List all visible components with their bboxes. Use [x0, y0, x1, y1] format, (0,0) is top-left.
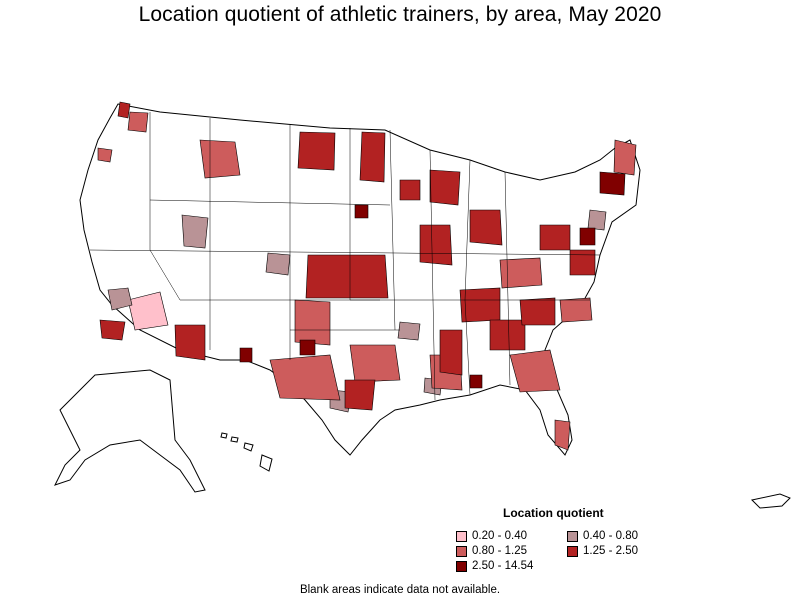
hawaii-outline	[220, 432, 273, 472]
legend-label-2: 0.80 - 1.25	[472, 545, 527, 557]
legend-title: Location quotient	[503, 506, 604, 520]
state-boundaries	[89, 112, 601, 401]
legend-item-0: 0.20 - 0.40	[456, 530, 527, 542]
legend-swatch-1	[567, 530, 578, 542]
legend-item-2: 0.80 - 1.25	[456, 545, 527, 557]
legend-label-1: 0.40 - 0.80	[583, 530, 638, 542]
legend-swatch-4	[456, 560, 467, 572]
legend-swatch-3	[567, 545, 578, 557]
map-title: Location quotient of athletic trainers, …	[138, 3, 662, 26]
alaska-outline	[54, 369, 206, 493]
legend-item-3: 1.25 - 2.50	[567, 545, 638, 557]
area-shading	[97, 101, 637, 451]
puerto-rico-outline	[750, 493, 791, 509]
legend-label-3: 1.25 - 2.50	[583, 545, 638, 557]
footnote: Blank areas indicate data not available.	[299, 584, 501, 596]
legend-swatch-0	[456, 530, 467, 542]
legend-item-4: 2.50 - 14.54	[456, 560, 533, 572]
legend-item-1: 0.40 - 0.80	[567, 530, 638, 542]
legend-label-0: 0.20 - 0.40	[472, 530, 527, 542]
legend-swatch-2	[456, 545, 467, 557]
legend-label-4: 2.50 - 14.54	[472, 560, 534, 572]
